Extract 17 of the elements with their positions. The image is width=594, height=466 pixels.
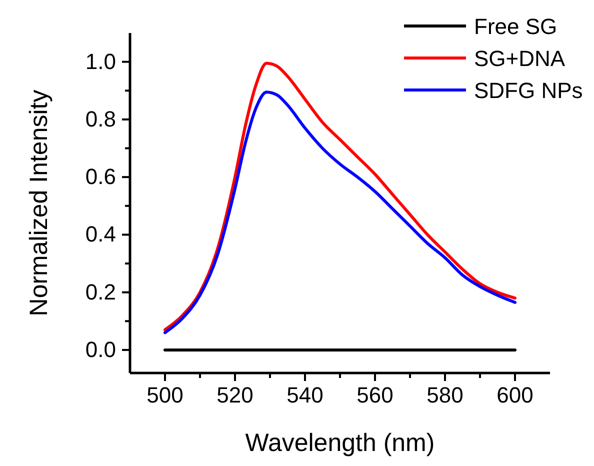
y-tick-label: 0.6 bbox=[85, 164, 116, 190]
x-tick-label: 580 bbox=[426, 382, 464, 408]
y-tick-label: 0.2 bbox=[85, 279, 116, 304]
y-tick-label: 0.4 bbox=[85, 222, 116, 247]
x-tick-label: 600 bbox=[496, 382, 534, 408]
x-tick-label: 520 bbox=[216, 382, 254, 408]
x-tick-label: 500 bbox=[146, 382, 184, 408]
y-tick-label: 1.0 bbox=[85, 48, 116, 74]
x-tick-label: 560 bbox=[356, 382, 394, 408]
legend-label: SG+DNA bbox=[474, 46, 566, 71]
x-axis-title: Wavelength (nm) bbox=[245, 429, 435, 457]
y-tick-label: 0.0 bbox=[85, 336, 116, 362]
y-axis-title: Normalized Intensity bbox=[25, 89, 53, 316]
y-tick-label: 0.8 bbox=[85, 106, 116, 132]
x-tick-label: 540 bbox=[286, 382, 324, 408]
legend-label: SDFG NPs bbox=[474, 78, 583, 103]
legend-label: Free SG bbox=[474, 14, 558, 39]
